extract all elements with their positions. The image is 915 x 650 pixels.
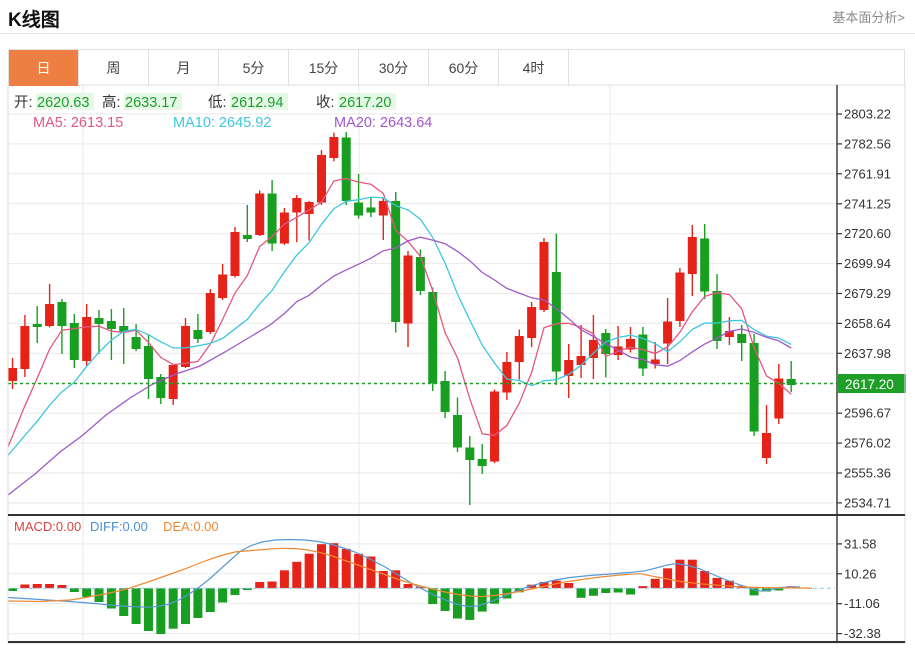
svg-text:2720.60: 2720.60 (844, 226, 891, 241)
svg-text:2803.22: 2803.22 (844, 107, 891, 122)
svg-text:开:: 开: (14, 95, 33, 111)
svg-text:DIFF:0.00: DIFF:0.00 (90, 519, 148, 534)
svg-text:2658.64: 2658.64 (844, 316, 891, 331)
svg-text:2576.02: 2576.02 (844, 436, 891, 451)
svg-text:-11.06: -11.06 (844, 596, 880, 611)
svg-text:2633.17: 2633.17 (125, 95, 177, 111)
svg-text:2699.94: 2699.94 (844, 256, 891, 271)
svg-text:2596.67: 2596.67 (844, 406, 891, 421)
svg-text:2679.29: 2679.29 (844, 286, 891, 301)
svg-text:收:: 收: (316, 94, 335, 111)
svg-text:-32.38: -32.38 (844, 626, 881, 641)
svg-text:2534.71: 2534.71 (844, 495, 891, 510)
svg-text:MA20: 2643.64: MA20: 2643.64 (334, 115, 432, 131)
svg-text:2741.25: 2741.25 (844, 196, 891, 211)
svg-text:2617.20: 2617.20 (339, 95, 391, 111)
svg-text:2637.98: 2637.98 (844, 346, 891, 361)
svg-text:31.58: 31.58 (844, 536, 877, 551)
svg-text:10.26: 10.26 (844, 566, 877, 581)
svg-text:2555.36: 2555.36 (844, 466, 891, 481)
svg-text:MA5: 2613.15: MA5: 2613.15 (33, 115, 123, 131)
svg-text:2617.20: 2617.20 (845, 377, 894, 392)
svg-text:高:: 高: (102, 94, 121, 111)
svg-text:2620.63: 2620.63 (37, 95, 89, 111)
svg-text:2612.94: 2612.94 (231, 95, 283, 111)
svg-text:2782.56: 2782.56 (844, 136, 891, 151)
svg-text:MA10: 2645.92: MA10: 2645.92 (173, 115, 271, 131)
svg-text:低:: 低: (208, 94, 227, 111)
svg-text:MACD:0.00: MACD:0.00 (14, 519, 81, 534)
svg-text:DEA:0.00: DEA:0.00 (163, 519, 219, 534)
svg-text:2761.91: 2761.91 (844, 166, 891, 181)
